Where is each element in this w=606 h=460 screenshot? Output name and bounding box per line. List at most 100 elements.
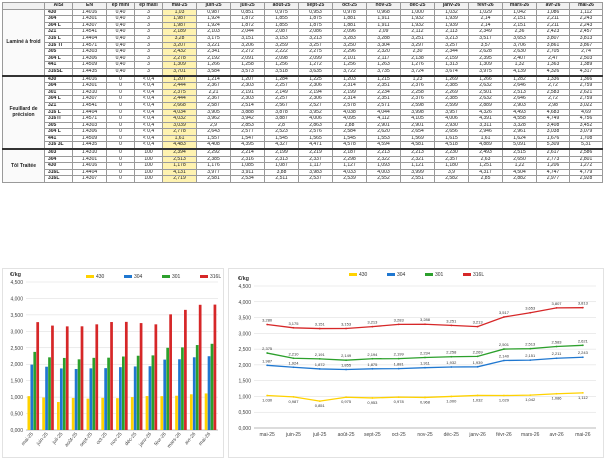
y-tick-label: 0,000 bbox=[238, 426, 251, 432]
price-cell: 2,773 bbox=[536, 155, 570, 164]
data-label: 2,211 bbox=[552, 351, 562, 356]
price-cell: 1,557 bbox=[196, 134, 231, 143]
price-cell: 4,483 bbox=[162, 141, 197, 150]
price-cell: 3,701 bbox=[162, 67, 197, 77]
en-cell: 1.4306 bbox=[72, 128, 107, 136]
price-cell: 2,719 bbox=[162, 175, 197, 184]
price-cell: 4,033 bbox=[332, 168, 367, 177]
price-cell: 2,222 bbox=[264, 48, 299, 56]
bar bbox=[48, 357, 51, 430]
data-label: 3,151 bbox=[315, 322, 326, 327]
price-cell: 1,206 bbox=[536, 162, 570, 170]
price-cell: 2,306 bbox=[298, 95, 333, 103]
price-cell: 1,545 bbox=[264, 134, 299, 143]
price-cell: 1,313 bbox=[434, 61, 469, 69]
price-cell: 3,942 bbox=[230, 115, 265, 123]
data-label: 2,513 bbox=[525, 342, 536, 347]
price-cell: 2,578 bbox=[332, 101, 367, 110]
price-cell: 1,127 bbox=[332, 162, 367, 170]
column-header: nov-25 bbox=[366, 2, 401, 10]
price-cell: 1,911 bbox=[366, 21, 401, 30]
ep-max-cell: 3 bbox=[134, 41, 163, 50]
data-label: 3,153 bbox=[341, 322, 352, 327]
price-cell: 2,367 bbox=[196, 95, 231, 103]
x-tick-label: juil-25 bbox=[312, 432, 327, 438]
price-cell: 4,391 bbox=[468, 115, 503, 123]
price-cell: 1,309 bbox=[162, 61, 197, 69]
x-tick-label: juin-25 bbox=[285, 432, 301, 438]
price-cell: 3,584 bbox=[196, 67, 231, 77]
bar bbox=[71, 397, 75, 430]
price-cell: 2,086 bbox=[298, 28, 333, 36]
price-cell: 4,139 bbox=[502, 67, 537, 77]
chart-frame bbox=[228, 268, 604, 458]
ep-max-cell: < 0,4 bbox=[134, 74, 163, 84]
price-cell: 3,297 bbox=[400, 41, 435, 50]
data-label: 1,086 bbox=[552, 396, 563, 401]
data-point bbox=[266, 352, 269, 354]
table-header-row: AISI EN ép mini ép maxi mai-25 juin-25 juil-25… bbox=[2, 2, 603, 10]
aisi-cell: 316 3L bbox=[44, 141, 73, 150]
price-cell: 1,32 bbox=[502, 61, 537, 69]
price-cell: 3,905 bbox=[196, 108, 231, 117]
price-cell: 3,977 bbox=[196, 168, 231, 177]
aisi-cell: 304 bbox=[44, 15, 73, 23]
price-cell: 4,408 bbox=[196, 141, 231, 150]
price-cell: 2,551 bbox=[400, 175, 435, 184]
en-cell: 1.4310 bbox=[72, 88, 107, 97]
en-cell: 1.4541 bbox=[72, 28, 107, 36]
price-cell: 4,578 bbox=[332, 141, 367, 150]
price-cell: 2,101 bbox=[332, 54, 367, 63]
bar bbox=[198, 304, 202, 430]
aisi-cell: 304 L bbox=[44, 95, 73, 103]
price-cell: 4,518 bbox=[434, 141, 469, 150]
bar bbox=[27, 396, 31, 430]
price-cell: 2,576 bbox=[298, 128, 333, 136]
data-point bbox=[424, 323, 426, 326]
price-cell: 2,759 bbox=[569, 82, 603, 90]
price-cell: 2,534 bbox=[230, 175, 265, 184]
price-cell: 4,493 bbox=[502, 108, 537, 117]
x-tick-label: mai-25 bbox=[260, 432, 276, 438]
en-cell: 1.4310 bbox=[72, 148, 107, 157]
price-cell: 3,653 bbox=[502, 34, 537, 43]
price-cell: 2,320 bbox=[366, 48, 401, 56]
column-header: janv-26 bbox=[434, 2, 469, 10]
price-cell: 3,452 bbox=[569, 121, 603, 130]
price-cell: 2,375 bbox=[162, 88, 197, 97]
ep-min-cell: 0 bbox=[106, 148, 135, 157]
ep-max-cell: 3 bbox=[134, 15, 163, 23]
legend-label: 316L bbox=[210, 274, 221, 280]
bar bbox=[181, 347, 184, 430]
price-cell: 3,724 bbox=[400, 67, 435, 77]
ep-min-cell: 0 bbox=[106, 141, 135, 150]
data-point bbox=[476, 365, 479, 368]
aisi-cell: 316 L bbox=[44, 34, 73, 43]
bar bbox=[89, 368, 93, 430]
table-row: 304 1.4301 0 < 0,4 2,444 2,367 2,303 2,257 2,306… bbox=[3, 82, 603, 90]
table-row: 304 L 1.4307 0 < 0,4 2,444 2,367 2,303 2,257 2,3… bbox=[3, 95, 603, 103]
ep-min-cell: 0 bbox=[106, 162, 135, 170]
price-cell: 4,594 bbox=[366, 141, 401, 150]
ep-max-cell: < 0,4 bbox=[134, 115, 163, 123]
price-cell: 1,256 bbox=[332, 61, 367, 69]
price-cell: 2,432 bbox=[162, 48, 197, 56]
data-point bbox=[503, 359, 505, 362]
data-point bbox=[581, 392, 584, 394]
price-cell: 3,251 bbox=[400, 34, 435, 43]
price-cell: 1,276 bbox=[400, 61, 435, 69]
price-cell: 2,36 bbox=[502, 28, 537, 36]
price-cell: 1,176 bbox=[196, 162, 231, 170]
bar bbox=[166, 347, 170, 430]
price-cell: 2,493 bbox=[468, 148, 503, 157]
table-row: 316 L 1.4404 0 < 0,4 4,034 3,905 3,888 3,878 3,9… bbox=[3, 108, 603, 117]
column-header: sept-25 bbox=[298, 2, 333, 10]
price-cell: 4,889 bbox=[468, 141, 503, 150]
price-cell: 2,630 bbox=[502, 48, 537, 56]
table-body: Laminé à froid 430 1.4016 0,40 3 1,03 0,987 0,8… bbox=[2, 8, 603, 184]
price-cell: 2,503 bbox=[569, 54, 603, 63]
price-cell: 2,306 bbox=[298, 82, 333, 90]
data-label: 0,978 bbox=[394, 399, 405, 404]
ep-max-cell: 3 bbox=[134, 54, 163, 63]
price-cell: 1,23 bbox=[400, 74, 435, 84]
